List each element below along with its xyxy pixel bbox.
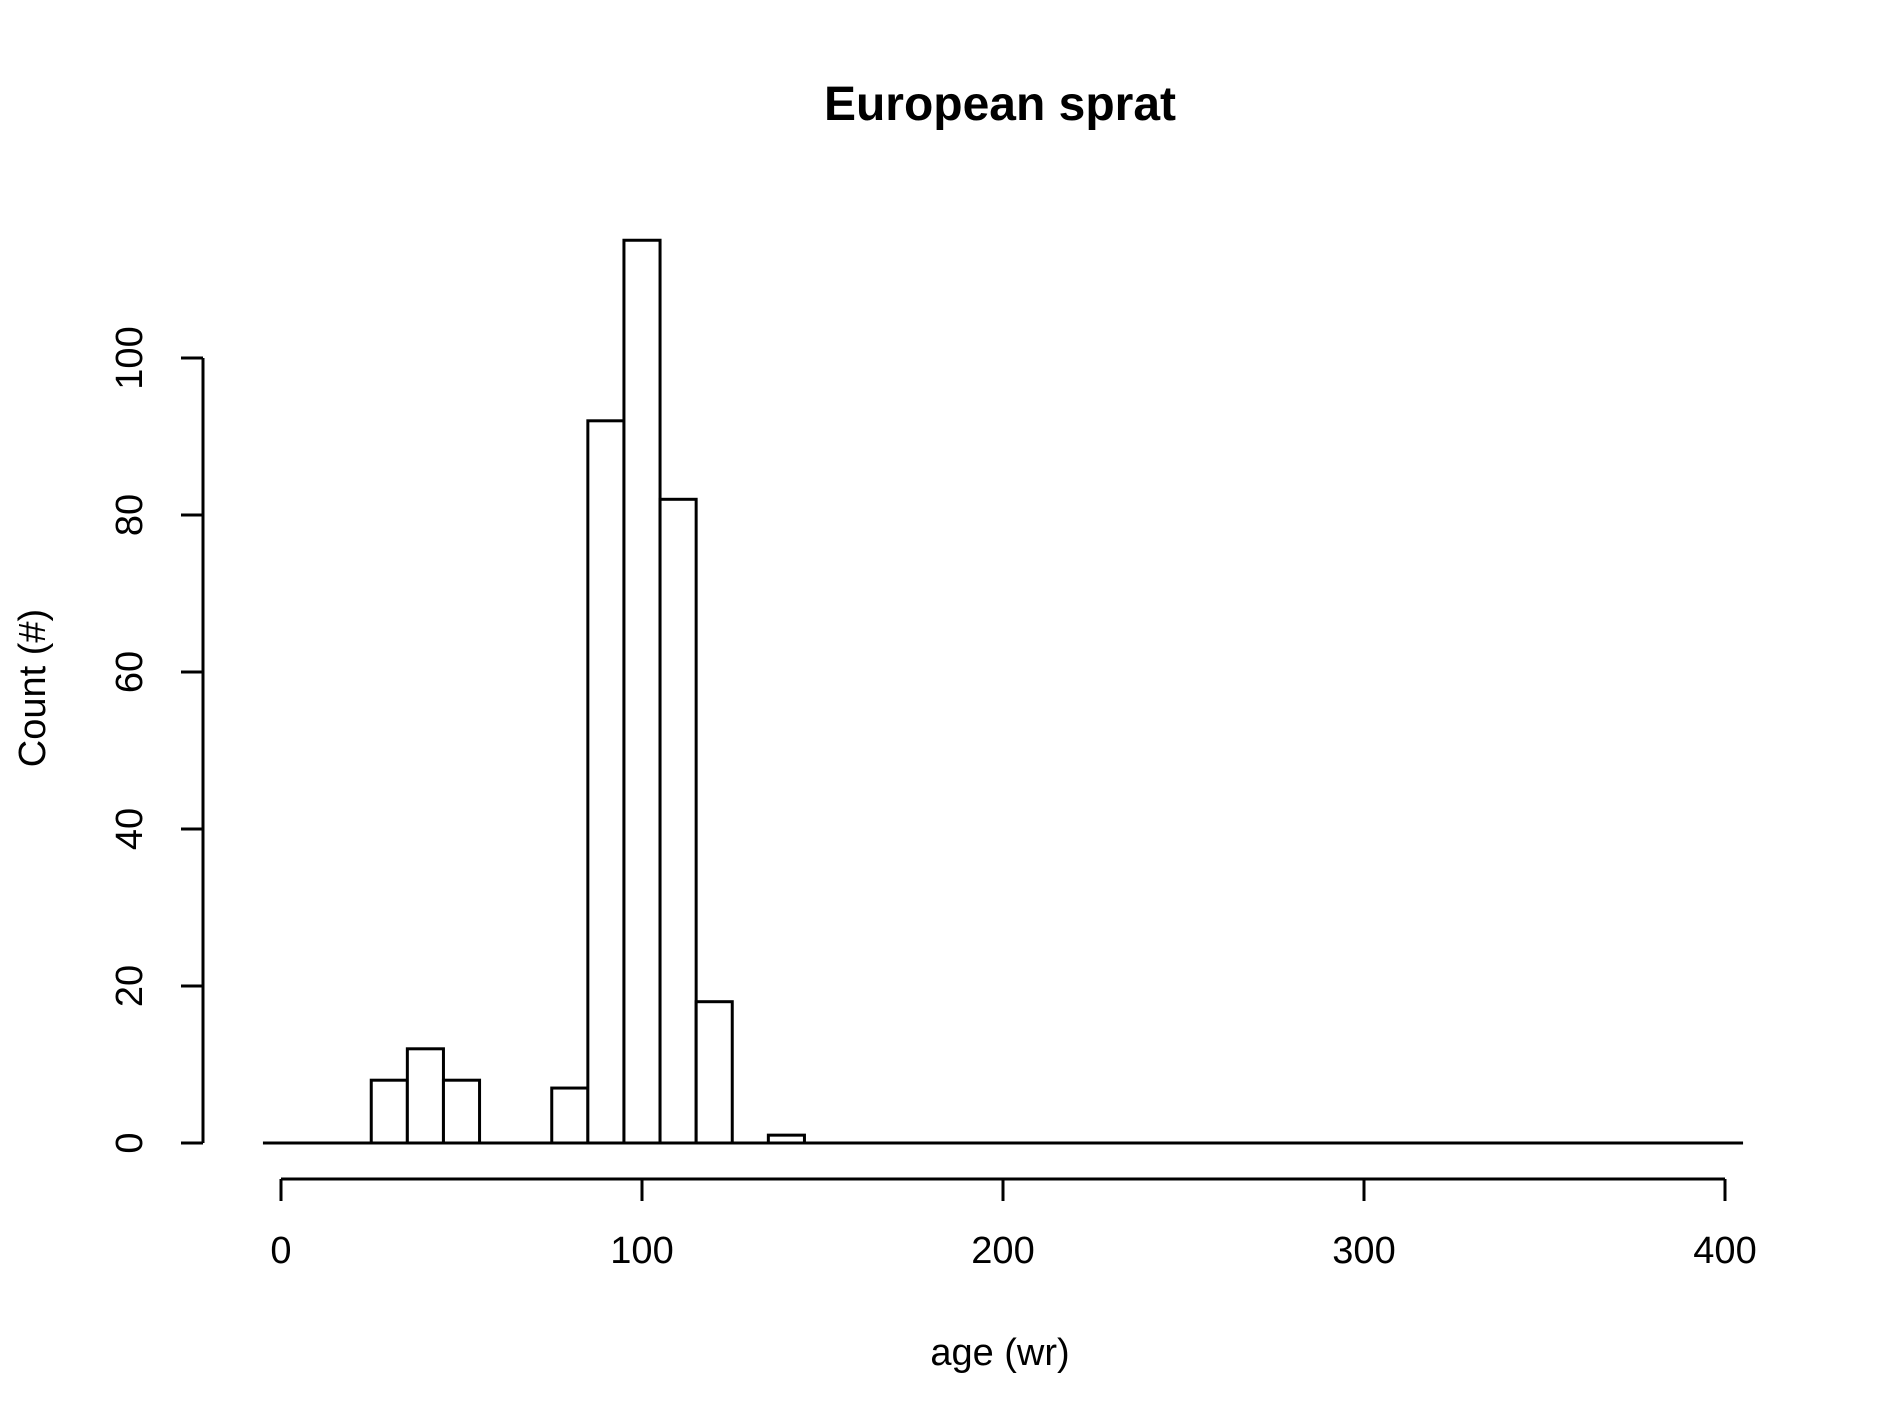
histogram-bar-8 (658, 497, 698, 1145)
histogram-bar-7 (622, 238, 662, 1145)
x-axis-label: age (wr) (930, 1332, 1069, 1374)
histogram-bar-6 (586, 419, 626, 1145)
y-tick-label-5: 100 (109, 326, 151, 389)
y-tick-label-0: 0 (109, 1132, 151, 1153)
x-tick-label-2: 200 (971, 1230, 1034, 1272)
y-tick-label-1: 20 (109, 965, 151, 1007)
histogram-bar-2 (441, 1078, 482, 1145)
x-axis: 0 100 200 300 400 (270, 1177, 1757, 1272)
x-tick-label-1: 100 (610, 1230, 673, 1272)
histogram-bar-0 (369, 1078, 409, 1145)
x-tick-label-0: 0 (270, 1230, 291, 1272)
histogram-bar-9 (694, 1000, 734, 1145)
y-tick-label-3: 60 (109, 651, 151, 693)
histogram-bars (262, 238, 1744, 1145)
chart-title: European sprat (824, 78, 1176, 131)
y-axis: 0 20 40 60 80 100 (109, 326, 205, 1154)
x-tick-label-4: 400 (1693, 1230, 1756, 1272)
histogram-bar-1 (405, 1047, 445, 1145)
x-tick-label-3: 300 (1332, 1230, 1395, 1272)
histogram-bar-5 (550, 1086, 590, 1145)
y-tick-label-2: 40 (109, 808, 151, 850)
y-tick-label-4: 80 (109, 494, 151, 536)
y-axis-label: Count (#) (12, 609, 54, 767)
